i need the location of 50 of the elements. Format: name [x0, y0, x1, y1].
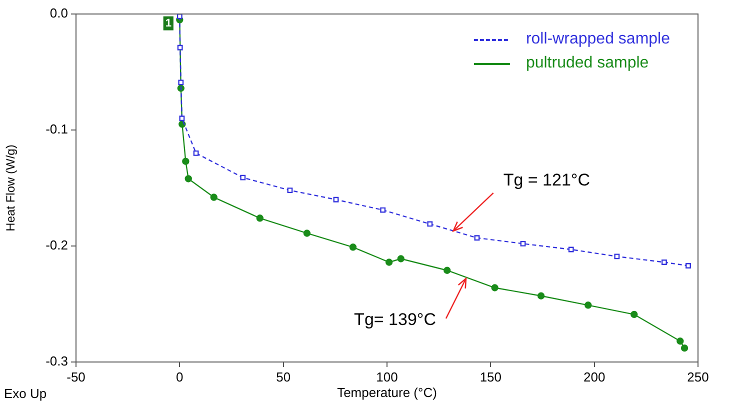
point: [630, 310, 638, 318]
point: [184, 175, 192, 182]
point: [537, 292, 545, 300]
point: [568, 246, 574, 252]
point: [661, 260, 667, 265]
point: [193, 150, 199, 156]
point: [256, 214, 264, 222]
point: [680, 344, 688, 352]
point: [303, 230, 311, 237]
x-tick-label: 200: [583, 369, 606, 384]
point: [176, 14, 182, 20]
point: [385, 258, 393, 266]
point: [614, 254, 620, 260]
y-tick-label: 0.0: [50, 6, 68, 21]
point: [178, 80, 184, 86]
x-tick-label: -50: [66, 369, 86, 384]
x-tick-label: 150: [480, 369, 502, 384]
point: [333, 196, 339, 202]
x-tick-label: 50: [276, 369, 291, 384]
y-tick-label: -0.1: [46, 122, 68, 137]
point: [179, 116, 185, 122]
annotation: 1: [165, 17, 172, 30]
point: [349, 244, 357, 251]
point: [676, 338, 684, 345]
point: [427, 221, 433, 227]
point: [444, 266, 451, 274]
point: [210, 194, 218, 201]
point: [491, 284, 498, 292]
point: [287, 188, 293, 194]
x-tick-label: 250: [687, 369, 709, 384]
legend-label: pultruded sample: [526, 54, 649, 72]
point: [520, 240, 526, 246]
point: [584, 302, 592, 309]
y-tick-label: -0.3: [46, 354, 68, 369]
legend-label: roll-wrapped sample: [526, 30, 670, 48]
y-tick-label: -0.2: [46, 238, 68, 253]
point: [182, 158, 190, 165]
text: Exo Up: [4, 386, 47, 401]
point: [380, 207, 386, 213]
y-axis-title: Heat Flow (W/g): [4, 144, 18, 232]
x-axis-title: Temperature (°C): [337, 384, 437, 400]
x-tick-label: 0: [176, 369, 184, 384]
point: [474, 235, 480, 241]
point: [686, 263, 691, 268]
point: [177, 44, 183, 50]
point: [397, 255, 404, 262]
annotation: Tg = 121°C: [503, 170, 590, 190]
x-tick-label: 100: [376, 369, 398, 384]
point: [240, 174, 246, 180]
annotation: Tg= 139°C: [354, 310, 436, 330]
